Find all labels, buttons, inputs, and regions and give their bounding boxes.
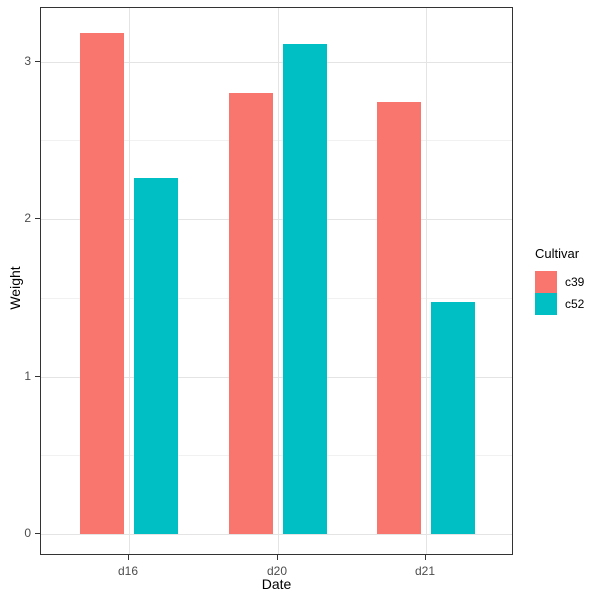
gridline-minor-h xyxy=(41,297,512,299)
bar-c39-d20 xyxy=(229,93,273,534)
gridline-minor-h xyxy=(41,455,512,457)
x-tick-mark xyxy=(277,555,278,560)
y-tick-label: 3 xyxy=(24,53,31,68)
legend-keys: c39 c52 xyxy=(535,271,584,315)
x-tick-label: d21 xyxy=(414,564,436,578)
plot-panel xyxy=(40,7,513,555)
legend-label-c52: c52 xyxy=(565,297,585,311)
legend-entry-c39: c39 xyxy=(535,271,584,293)
x-tick-label: d20 xyxy=(266,564,288,578)
y-tick-mark xyxy=(35,60,40,62)
gridline-major-h xyxy=(41,534,512,535)
legend-swatch-c52 xyxy=(535,293,557,315)
y-axis-title: Weight xyxy=(7,266,23,310)
bar-c39-d16 xyxy=(80,33,124,534)
gridline-minor-h xyxy=(41,140,512,142)
x-axis-title: Date xyxy=(261,576,292,592)
y-tick-label: 2 xyxy=(24,211,31,225)
legend: Cultivar c39 c52 xyxy=(535,246,584,315)
bar-c39-d21 xyxy=(377,102,421,534)
gridline-major-v xyxy=(426,8,427,554)
y-tick-mark xyxy=(35,533,40,534)
x-tick-mark xyxy=(425,555,426,560)
gridline-major-v xyxy=(278,8,279,554)
legend-swatch-c39 xyxy=(535,271,557,293)
bar-c52-d20 xyxy=(283,44,327,534)
y-tick-label: 1 xyxy=(24,368,31,383)
x-tick-mark xyxy=(128,555,129,560)
legend-entry-c52: c52 xyxy=(535,293,584,315)
bar-c52-d16 xyxy=(134,178,178,534)
legend-title: Cultivar xyxy=(535,246,580,261)
gridline-major-h xyxy=(41,219,512,220)
gridline-major-v xyxy=(129,8,130,554)
y-tick-label: 0 xyxy=(24,526,31,540)
x-tick-label: d16 xyxy=(117,564,139,578)
gridline-major-h xyxy=(41,376,512,378)
bar-c52-d21 xyxy=(431,302,475,534)
legend-label-c39: c39 xyxy=(565,275,585,289)
y-tick-mark xyxy=(35,375,40,377)
gridline-major-h xyxy=(41,61,512,63)
y-tick-mark xyxy=(35,218,40,219)
